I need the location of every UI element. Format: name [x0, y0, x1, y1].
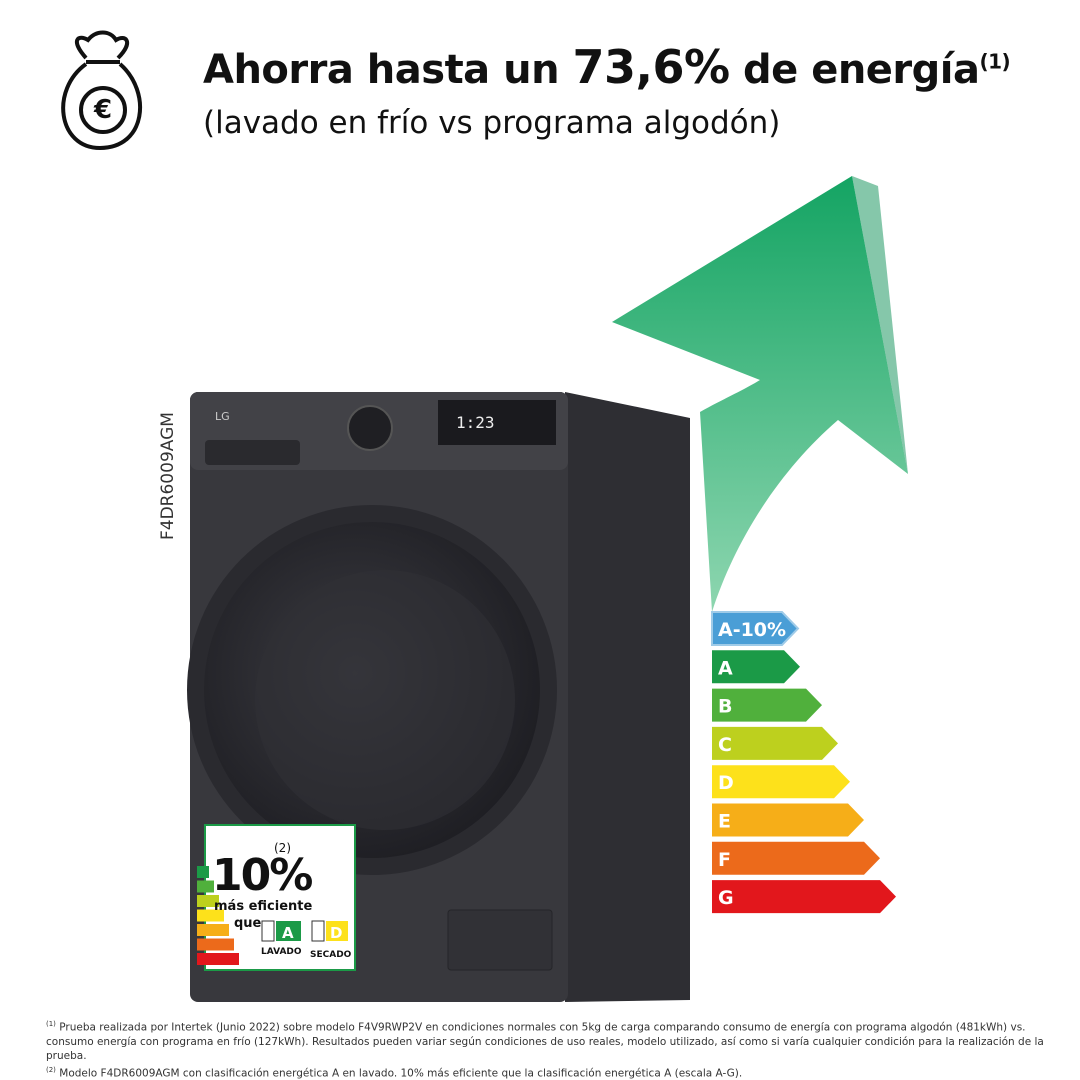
badge-ladder-step	[197, 895, 219, 907]
headline-part: Ahorra hasta un	[203, 47, 573, 93]
model-label: F4DR6009AGM	[158, 412, 178, 540]
machine-display: 1:23	[456, 413, 495, 432]
subtitle: (lavado en frío vs programa algodón)	[203, 105, 781, 141]
headline-part: de energía	[729, 47, 980, 93]
badge-line1: más eficiente	[214, 899, 312, 914]
green-arrow	[612, 176, 908, 612]
headline-figure: 73,6%	[572, 40, 730, 94]
footnote-text: Modelo F4DR6009AGM con clasificación ene…	[59, 1067, 743, 1079]
energy-class-label: E	[718, 811, 731, 833]
badge-ladder-step	[197, 924, 229, 936]
badge-ladder-step	[197, 938, 234, 951]
footnote-mark: (1)	[46, 1020, 56, 1028]
svg-text:€: €	[93, 95, 112, 125]
energy-class-label: D	[718, 772, 734, 794]
badge-ladder-step	[197, 909, 224, 922]
headline: Ahorra hasta un 73,6% de energía(1)	[203, 40, 1011, 94]
badge-ladder-step	[197, 866, 209, 878]
energy-class-bar	[712, 765, 850, 799]
energy-class-bar	[712, 688, 822, 722]
footnote: (2) Modelo F4DR6009AGM con clasificación…	[46, 1063, 1046, 1080]
energy-class-label: G	[718, 887, 734, 909]
badge-ladder-step	[197, 953, 239, 965]
wash-label: LAVADO	[261, 947, 302, 957]
dry-class: D	[330, 924, 342, 942]
energy-class-bar	[712, 803, 864, 837]
dry-label: SECADO	[310, 950, 352, 960]
energy-class-label: A	[718, 657, 733, 679]
efficiency-badge: 10% (2) más eficiente que A LAVADO D SEC…	[197, 824, 356, 971]
energy-class-bar	[712, 650, 800, 684]
energy-class-label: B	[718, 696, 732, 718]
energy-class-bar	[712, 726, 838, 760]
badge-line2: que	[234, 916, 262, 931]
headline-note: (1)	[979, 49, 1011, 74]
footnote-text: Prueba realizada por Intertek (Junio 202…	[46, 1021, 1044, 1062]
wash-class: A	[282, 924, 294, 942]
footnote-mark: (2)	[46, 1065, 56, 1074]
energy-class-bar	[712, 880, 896, 914]
energy-class-bar	[711, 611, 800, 646]
badge-note: (2)	[274, 841, 291, 855]
energy-class-bar	[712, 841, 880, 875]
energy-class-label: C	[718, 734, 732, 756]
footnote: (1) Prueba realizada por Intertek (Junio…	[46, 1017, 1046, 1063]
energy-class-label: F	[718, 849, 731, 871]
energy-class-label: A-10%	[718, 619, 786, 641]
badge-ladder-step	[197, 880, 214, 893]
money-bag-icon: €	[61, 30, 142, 151]
brand-logo: LG	[215, 410, 230, 423]
footnotes: (1) Prueba realizada por Intertek (Junio…	[46, 1017, 1046, 1080]
badge-value: 10%	[212, 850, 312, 901]
